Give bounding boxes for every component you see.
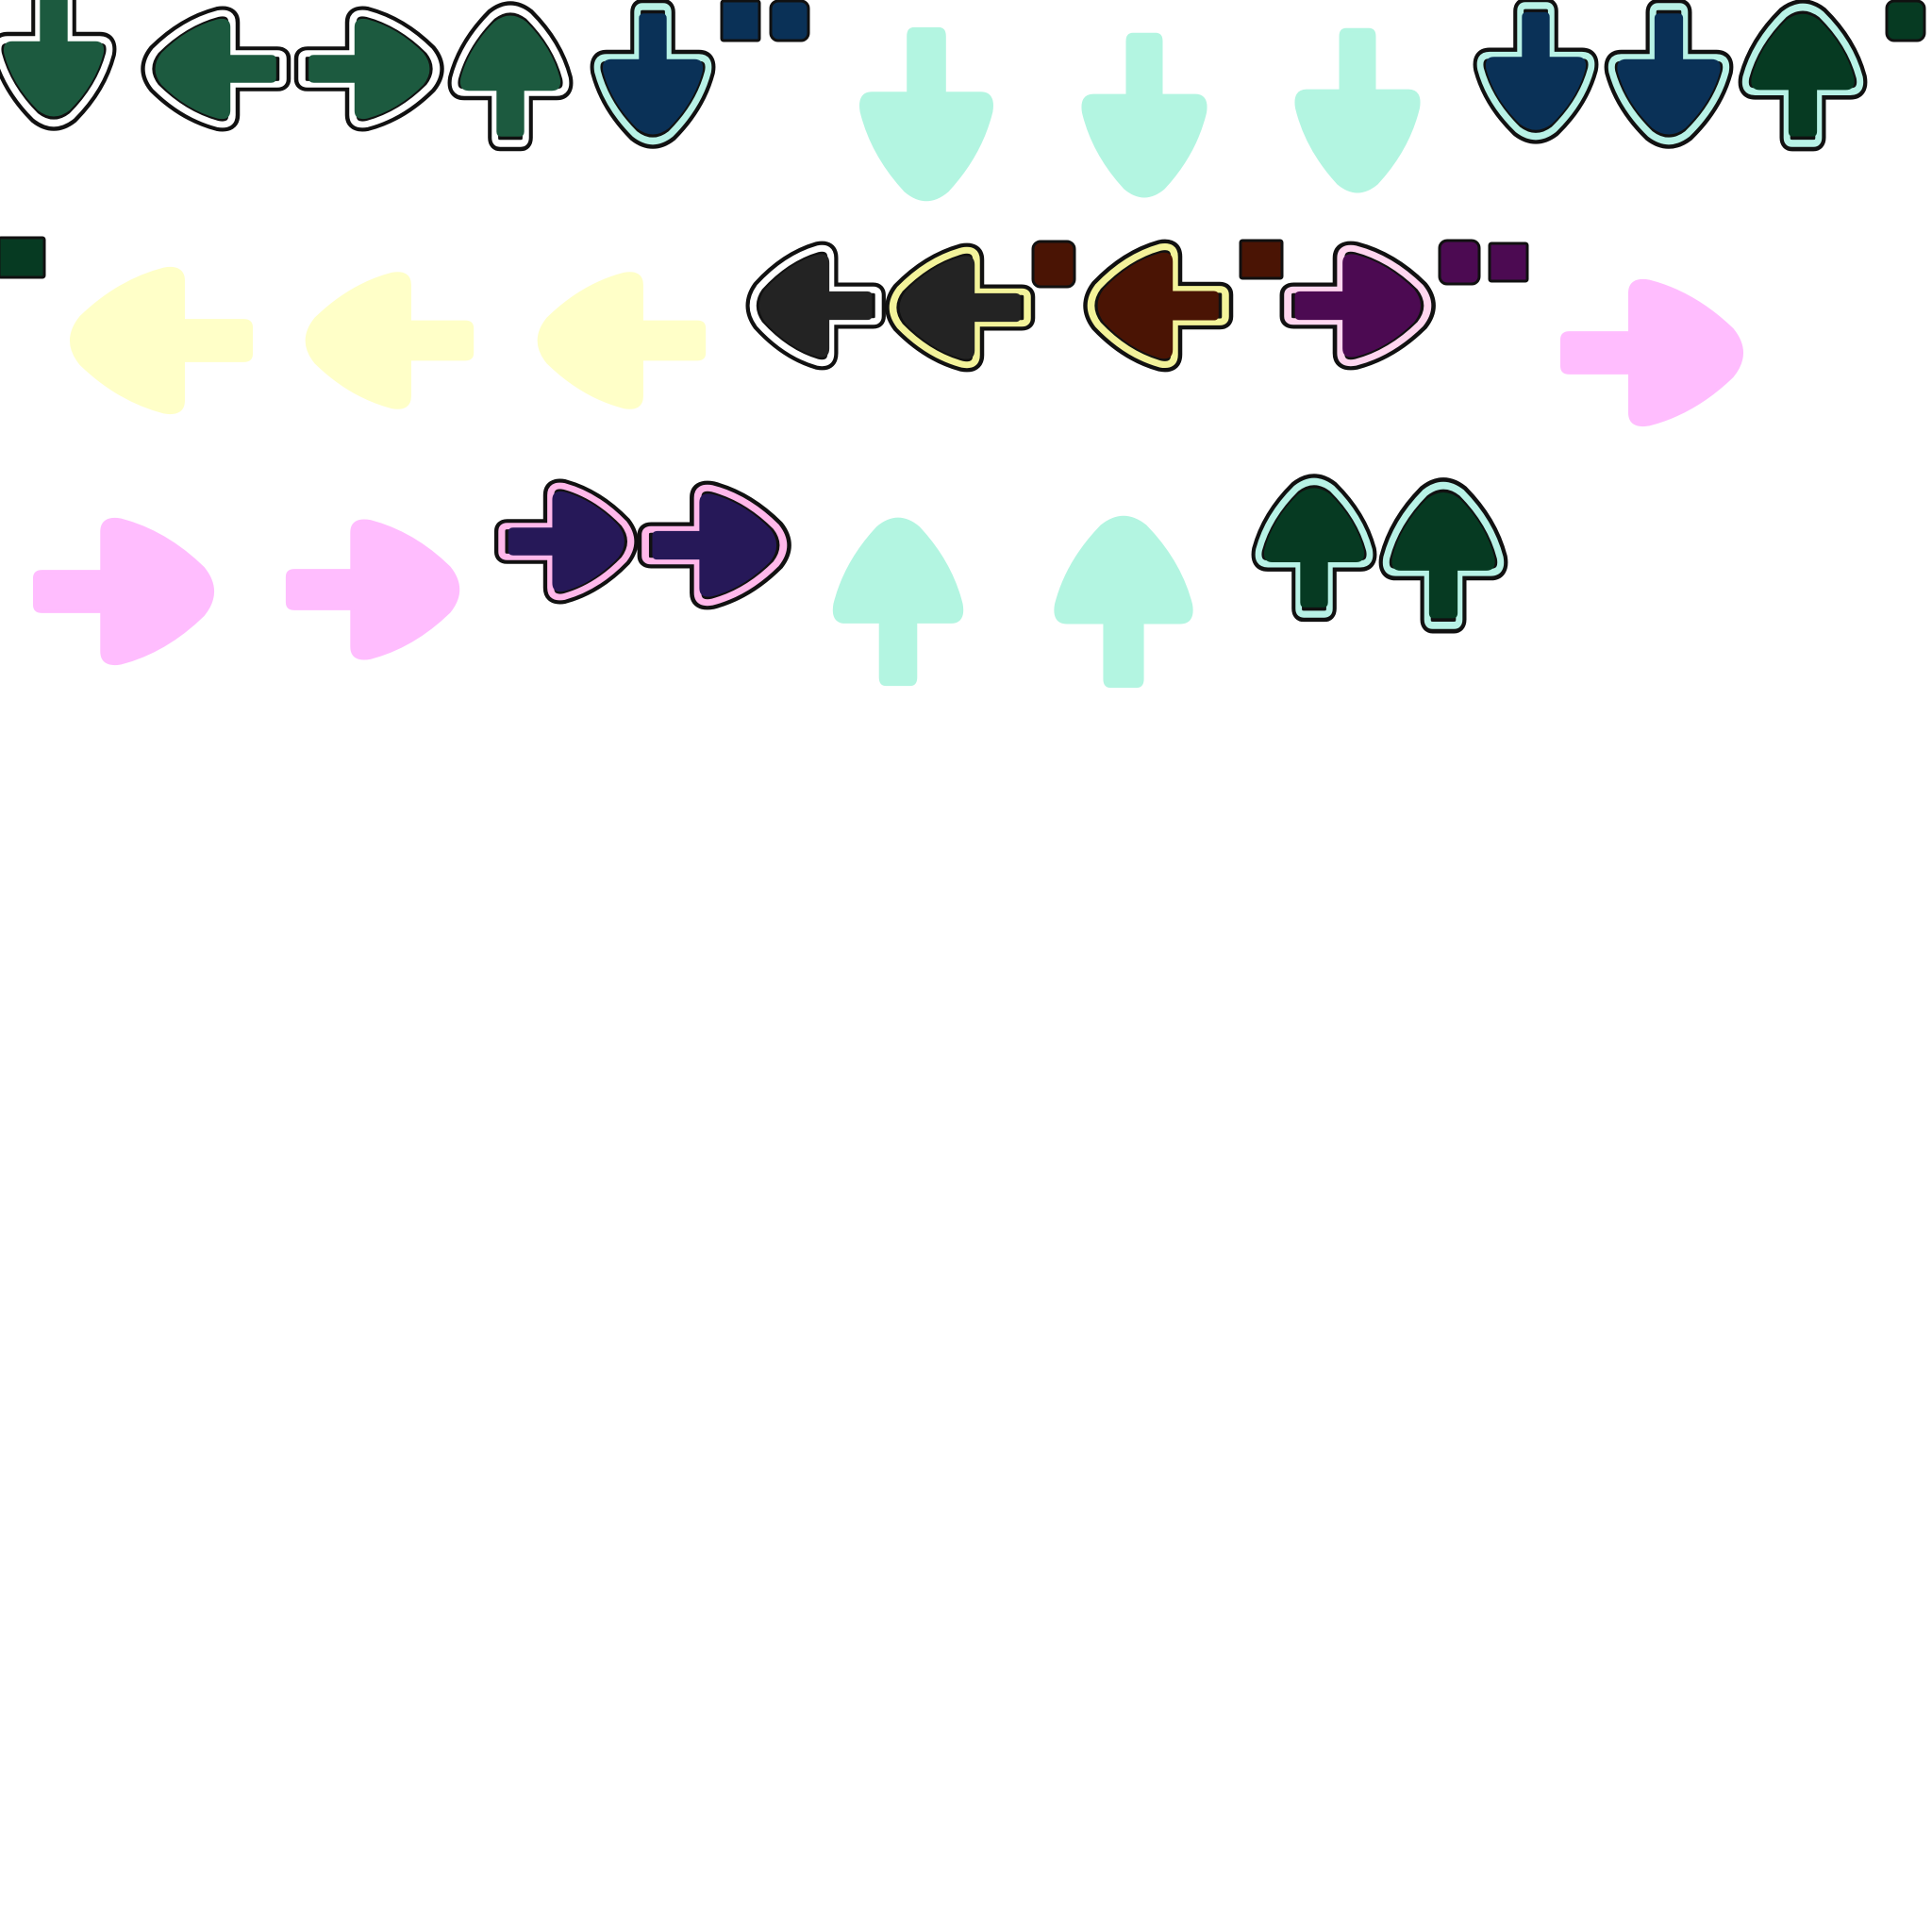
right-arrow-note-icon — [493, 478, 639, 605]
left-arrow-note-icon — [141, 6, 291, 132]
right-arrow-note-icon — [293, 6, 444, 132]
right-arrow-press-icon — [32, 517, 215, 666]
hold-end-icon — [1885, 0, 1926, 42]
left-arrow-note-icon — [885, 242, 1036, 373]
down-arrow-note-icon — [0, 0, 117, 131]
left-arrow-press-icon — [70, 266, 253, 415]
up-arrow-note-icon — [1378, 477, 1508, 634]
up-arrow-note-icon — [1738, 0, 1868, 152]
left-arrow-press-icon — [537, 272, 707, 409]
left-arrow-note-icon — [745, 241, 886, 371]
hold-piece-icon — [0, 236, 46, 279]
sprite-layer — [0, 0, 1926, 689]
down-arrow-press-icon — [1294, 27, 1421, 193]
down-arrow-note-icon — [590, 0, 716, 149]
right-arrow-note-icon — [1279, 241, 1436, 371]
hold-piece-icon — [1239, 239, 1284, 280]
down-arrow-note-icon — [1473, 0, 1599, 144]
down-arrow-press-icon — [859, 26, 993, 202]
up-arrow-press-icon — [832, 517, 964, 687]
left-arrow-note-icon — [1083, 239, 1234, 373]
right-arrow-note-icon — [637, 480, 791, 610]
up-arrow-note-icon — [1251, 474, 1377, 623]
hold-piece-icon — [720, 0, 761, 42]
hold-end-icon — [769, 0, 810, 42]
hold-piece-icon — [1488, 242, 1529, 283]
up-arrow-press-icon — [1054, 515, 1193, 689]
hold-end-icon — [1438, 239, 1481, 286]
right-arrow-press-icon — [285, 519, 460, 660]
down-arrow-note-icon — [1604, 0, 1734, 149]
left-arrow-press-icon — [305, 272, 475, 409]
right-arrow-press-icon — [1560, 278, 1743, 427]
up-arrow-note-icon — [447, 1, 574, 152]
down-arrow-press-icon — [1081, 32, 1208, 198]
hold-end-icon — [1031, 240, 1076, 289]
